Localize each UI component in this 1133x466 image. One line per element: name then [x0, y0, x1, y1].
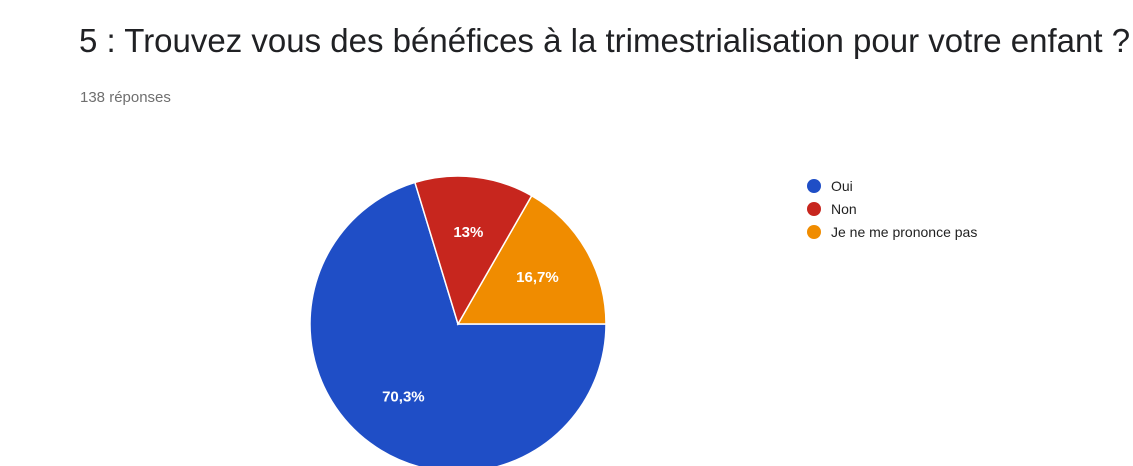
- legend-item-non[interactable]: Non: [807, 198, 977, 219]
- slice-label-je-ne-me-prononce-pas: 16,7%: [516, 269, 559, 286]
- legend-item-oui[interactable]: Oui: [807, 175, 977, 196]
- pie-labels: 70,3% 16,7% 13%: [382, 224, 559, 406]
- legend: Oui Non Je ne me prononce pas: [807, 175, 977, 244]
- chart-title: 5 : Trouvez vous des bénéfices à la trim…: [79, 22, 1131, 59]
- legend-label-oui: Oui: [831, 177, 853, 194]
- legend-dot-non: [807, 201, 821, 216]
- response-count: 138 réponses: [80, 89, 171, 106]
- slice-label-oui: 70,3%: [382, 389, 425, 406]
- legend-item-je-ne-me-prononce-pas[interactable]: Je ne me prononce pas: [807, 221, 977, 242]
- slice-label-non: 13%: [453, 224, 483, 241]
- pie-slice-non[interactable]: [413, 175, 533, 326]
- pie-slices: [309, 175, 607, 466]
- pie-slice-je-ne-me-prononce-pas[interactable]: [456, 194, 607, 325]
- legend-label-je-ne-me-prononce-pas: Je ne me prononce pas: [831, 223, 978, 240]
- legend-dot-je-ne-me-prononce-pas: [807, 224, 821, 239]
- legend-dot-oui: [807, 178, 821, 193]
- legend-label-non: Non: [831, 200, 857, 217]
